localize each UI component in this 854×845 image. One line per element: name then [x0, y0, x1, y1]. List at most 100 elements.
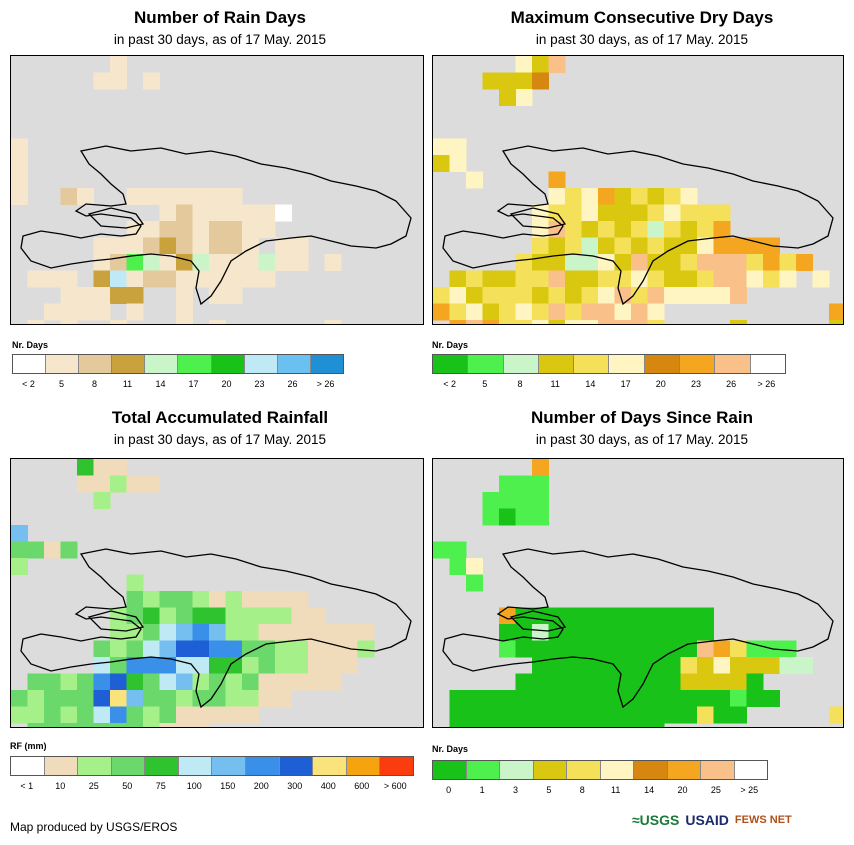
island-outline — [442, 145, 834, 306]
legend-swatch — [466, 761, 500, 779]
grid-cell — [308, 673, 325, 691]
grid-cell — [581, 607, 599, 625]
grid-cell — [796, 254, 813, 271]
grid-cell — [614, 237, 632, 255]
legend-tick-label: > 26 — [757, 379, 776, 389]
grid-cell — [242, 673, 259, 691]
legend-tick-label: > 26 — [316, 379, 335, 389]
grid-cell — [730, 690, 747, 707]
grid-cell — [143, 254, 160, 271]
grid-cell — [565, 254, 582, 271]
grid-cell — [812, 270, 830, 288]
grid-cell — [308, 657, 325, 674]
grid-cell — [746, 640, 764, 658]
grid-cell — [143, 237, 160, 255]
grid-cell — [159, 657, 177, 674]
grid-cell — [225, 591, 243, 608]
grid-cell — [433, 287, 450, 304]
grid-cell — [159, 188, 177, 205]
grid-cell — [11, 188, 28, 205]
grid-cell — [176, 657, 193, 674]
grid-cell — [449, 690, 467, 707]
grid-cell — [680, 624, 698, 641]
legend-swatch — [538, 355, 575, 373]
grid-cell — [598, 706, 615, 724]
grid-cell — [110, 320, 127, 324]
grid-cell — [664, 188, 681, 205]
grid-cell — [515, 320, 533, 324]
grid-cell — [225, 657, 243, 674]
grid-cell — [110, 475, 127, 493]
grid-cell — [466, 303, 483, 321]
grid-cell — [176, 607, 193, 625]
legend-bar — [432, 354, 786, 374]
grid-cell — [77, 723, 94, 727]
grid-cell — [258, 221, 276, 238]
grid-cell — [449, 138, 467, 156]
grid-cell — [466, 706, 483, 724]
grid-cell — [192, 624, 210, 641]
grid-cell — [209, 320, 226, 324]
legend-tick-label: 11 — [122, 379, 133, 389]
panel-days-since-rain: Number of Days Since Rain in past 30 day… — [432, 400, 852, 810]
grid-cell — [93, 254, 111, 271]
grid-cell — [697, 237, 714, 255]
grid-cell — [548, 690, 566, 707]
grid-cell — [680, 221, 698, 238]
grid-cell — [631, 221, 648, 238]
grid-cell — [499, 508, 516, 526]
grid-cell — [110, 690, 127, 707]
grid-cell — [225, 254, 243, 271]
grid-cell — [209, 287, 226, 304]
grid-cell — [515, 508, 533, 526]
legend-swatch — [734, 761, 767, 779]
grid-cell — [291, 254, 309, 271]
grid-cell — [565, 237, 582, 255]
grid-cell — [258, 690, 276, 707]
grid-cell — [631, 706, 648, 724]
grid-cell — [515, 270, 533, 288]
legend-swatch — [500, 761, 534, 779]
grid-cell — [548, 171, 566, 189]
grid-cell — [631, 690, 648, 707]
legend-swatch — [111, 757, 146, 775]
grid-cell — [631, 320, 648, 324]
grid-cell — [291, 673, 309, 691]
grid-cell — [482, 303, 500, 321]
grid-cell — [466, 574, 483, 592]
legend-title: Nr. Days — [432, 744, 469, 754]
legend-tick-label: 17 — [620, 379, 631, 389]
grid-cell — [548, 287, 566, 304]
grid-cell — [242, 706, 259, 724]
grid-cell — [697, 287, 714, 304]
grid-cell — [77, 475, 94, 493]
legend-ticks: 0 1 3 5 8 11 14 20 25 > 25 — [432, 785, 766, 797]
grid-cell — [77, 690, 94, 707]
grid-cell — [598, 624, 615, 641]
grid-cell — [647, 706, 665, 724]
panel-max-dry-days: Maximum Consecutive Dry Days in past 30 … — [432, 0, 852, 410]
grid-cell — [466, 558, 483, 575]
grid-cell — [110, 723, 127, 727]
grid-cell — [258, 591, 276, 608]
grid-cell — [275, 254, 292, 271]
grid-cell — [565, 221, 582, 238]
grid-cell — [143, 188, 160, 205]
grid-cell — [647, 607, 665, 625]
grid-cell — [466, 287, 483, 304]
grid-cell — [614, 673, 632, 691]
grid-cell — [499, 723, 516, 727]
legend-tick-label: 26 — [287, 379, 298, 389]
grid-cell — [581, 270, 599, 288]
grid-cell — [532, 624, 549, 641]
grid-cell — [159, 254, 177, 271]
grid-cell — [11, 706, 28, 724]
grid-cell — [713, 221, 731, 238]
grid-cell — [614, 320, 632, 324]
grid-cell — [680, 287, 698, 304]
grid-cell — [482, 72, 500, 90]
legend-tick-label: 600 — [354, 781, 370, 791]
grid-cell — [291, 657, 309, 674]
grid-cell — [466, 690, 483, 707]
grid-cell — [598, 657, 615, 674]
